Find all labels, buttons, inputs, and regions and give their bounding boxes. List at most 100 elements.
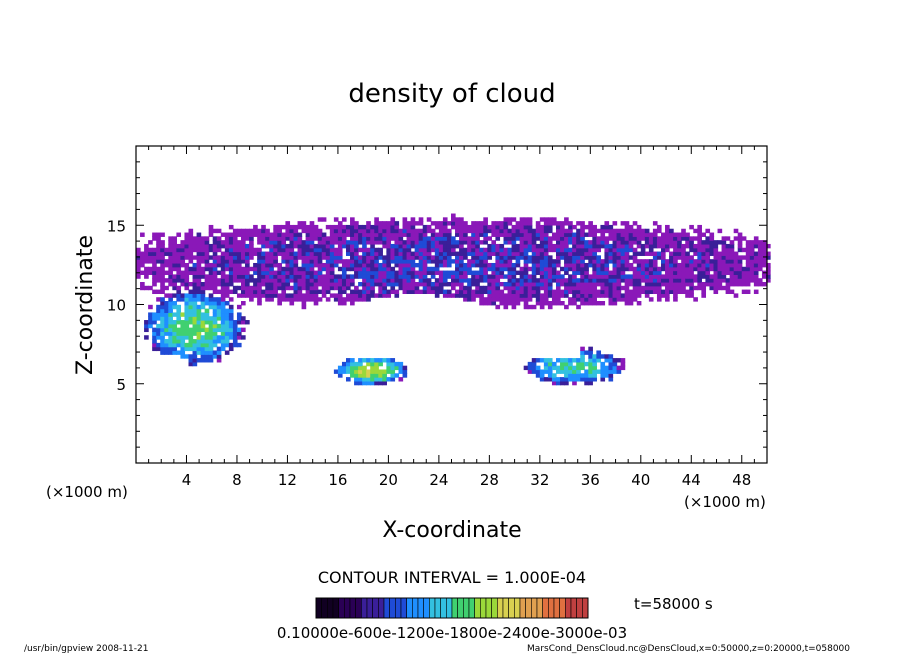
heatmap-cell [564, 281, 569, 287]
heatmap-cell [204, 354, 210, 359]
heatmap-cell [669, 278, 674, 283]
heatmap-cell [479, 285, 484, 291]
heatmap-cell [370, 255, 375, 260]
heatmap-cell [547, 228, 553, 234]
heatmap-cell [495, 266, 501, 272]
heatmap-cell [644, 236, 650, 241]
heatmap-cell [301, 297, 307, 302]
heatmap-cell [208, 331, 214, 336]
heatmap-cell [333, 281, 339, 287]
heatmap-cell [551, 236, 557, 241]
heatmap-cell [245, 281, 250, 287]
heatmap-cell [350, 289, 355, 295]
colorbar-swatch [474, 597, 481, 619]
colorbar-swatch [417, 597, 424, 619]
heatmap-cell [345, 228, 351, 234]
heatmap-cell [483, 266, 488, 272]
heatmap-cell [317, 243, 323, 249]
heatmap-cell [333, 251, 339, 256]
heatmap-cell [297, 232, 303, 237]
heatmap-cell [624, 228, 630, 234]
heatmap-cell [406, 289, 412, 295]
heatmap-cell [265, 236, 270, 241]
heatmap-cell [572, 297, 577, 302]
heatmap-cell [515, 247, 521, 253]
heatmap-cell [677, 270, 682, 275]
heatmap-cell [491, 224, 497, 230]
heatmap-cell [450, 213, 456, 218]
heatmap-cell [345, 262, 351, 268]
heatmap-cell [362, 247, 367, 253]
heatmap-cell [600, 354, 606, 359]
heatmap-cell [374, 228, 379, 234]
heatmap-cell [188, 236, 194, 241]
heatmap-cell [709, 259, 715, 264]
heatmap-cell [152, 281, 157, 287]
heatmap-cell [689, 293, 694, 298]
heatmap-cell [204, 308, 210, 314]
heatmap-cell [491, 285, 497, 291]
heatmap-cell [321, 281, 327, 287]
heatmap-cell [224, 232, 230, 237]
heatmap-cell [196, 320, 202, 325]
heatmap-cell [434, 255, 440, 260]
heatmap-cell [337, 247, 343, 253]
heatmap-cell [345, 232, 351, 237]
colorbar-swatch [502, 597, 509, 619]
heatmap-cell [434, 289, 440, 295]
heatmap-cell [592, 278, 597, 283]
heatmap-cell [390, 217, 396, 222]
heatmap-cell [317, 232, 323, 237]
heatmap-cell [309, 255, 315, 260]
heatmap-cell [204, 312, 210, 317]
heatmap-cell [543, 255, 549, 260]
heatmap-cell [713, 270, 719, 275]
heatmap-cell [455, 278, 460, 283]
heatmap-cell [208, 224, 214, 230]
heatmap-cell [406, 236, 412, 241]
heatmap-cell [487, 274, 492, 279]
heatmap-cell [572, 274, 577, 279]
heatmap-cell [228, 297, 234, 302]
heatmap-cell [450, 243, 456, 249]
heatmap-cell [576, 232, 581, 237]
heatmap-cell [394, 224, 400, 230]
heatmap-cell [341, 243, 347, 249]
heatmap-cell [535, 358, 541, 363]
heatmap-cell [660, 274, 666, 279]
heatmap-cell [228, 316, 234, 321]
heatmap-cell [539, 270, 545, 275]
heatmap-cell [543, 228, 549, 234]
heatmap-cell [402, 289, 408, 295]
heatmap-cell [568, 377, 573, 382]
heatmap-cell [592, 297, 597, 302]
heatmap-cell [362, 224, 367, 230]
heatmap-cell [636, 224, 642, 230]
heatmap-cell [313, 243, 319, 249]
heatmap-cell [382, 373, 387, 378]
heatmap-cell [535, 262, 541, 268]
heatmap-cell [442, 232, 448, 237]
heatmap-cell [277, 274, 282, 279]
heatmap-cell [535, 365, 541, 371]
heatmap-cell [345, 224, 351, 230]
heatmap-cell [523, 270, 529, 275]
x-tick-label: 4 [182, 471, 192, 489]
heatmap-cell [535, 266, 541, 272]
heatmap-cell [479, 289, 484, 295]
heatmap-cell [442, 281, 448, 287]
heatmap-cell [535, 278, 541, 283]
heatmap-cell [761, 274, 767, 279]
heatmap-cell [358, 358, 363, 363]
heatmap-cell [333, 274, 339, 279]
heatmap-cell [374, 270, 379, 275]
contour-interval-label: CONTOUR INTERVAL = 1.000E-04 [318, 568, 586, 587]
heatmap-cell [366, 293, 371, 298]
heatmap-cell [261, 293, 266, 298]
heatmap-cell [612, 259, 618, 264]
heatmap-cell [164, 251, 169, 256]
heatmap-cell [608, 293, 614, 298]
heatmap-cell [580, 221, 585, 226]
heatmap-cell [277, 262, 282, 268]
heatmap-cell [168, 251, 173, 256]
